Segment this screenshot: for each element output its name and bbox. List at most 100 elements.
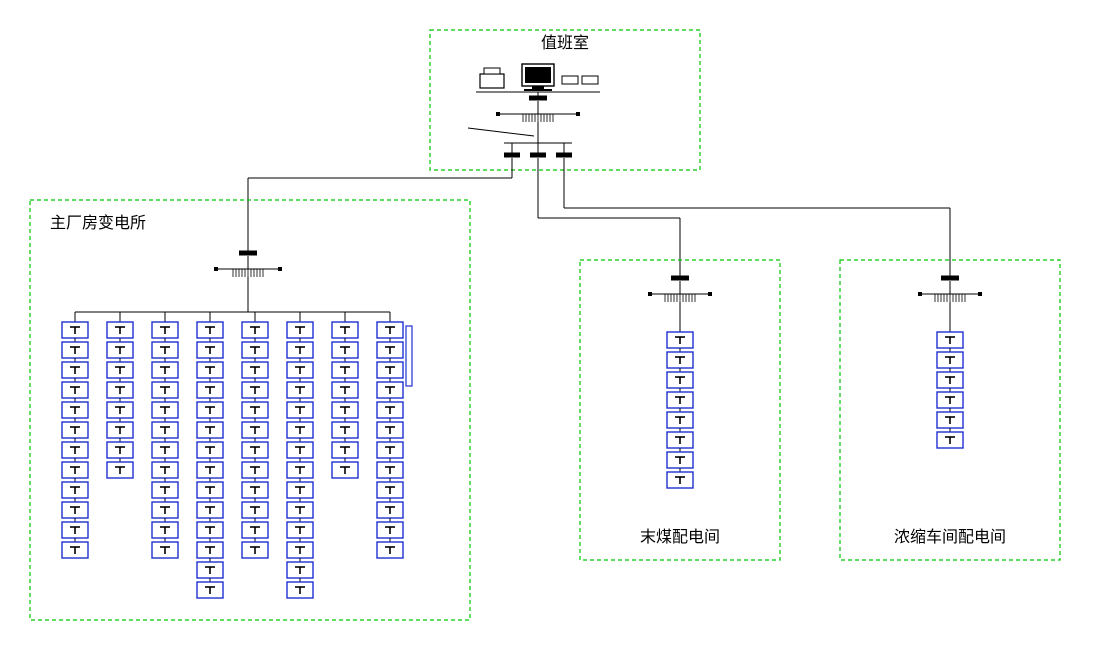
panel-unit xyxy=(667,332,693,348)
coal-room-label: 末煤配电间 xyxy=(640,528,720,546)
panel-unit xyxy=(62,422,88,438)
panel-unit xyxy=(287,382,313,398)
control-room-label: 值班室 xyxy=(541,34,589,52)
panel-unit xyxy=(62,382,88,398)
panel-unit xyxy=(197,322,223,338)
panel-unit xyxy=(62,482,88,498)
panel-unit xyxy=(287,562,313,578)
panel-unit xyxy=(377,362,403,378)
panel-unit xyxy=(377,322,403,338)
panel-unit xyxy=(197,542,223,558)
panel-unit xyxy=(197,342,223,358)
panel-unit xyxy=(197,482,223,498)
panel-unit xyxy=(62,462,88,478)
panel-unit xyxy=(332,442,358,458)
panel-unit xyxy=(287,342,313,358)
panel-unit xyxy=(62,542,88,558)
substation-col-1 xyxy=(107,316,133,478)
concentrator-room-col xyxy=(937,326,963,448)
panel-unit xyxy=(62,342,88,358)
panel-unit xyxy=(197,442,223,458)
panel-unit xyxy=(332,342,358,358)
substation-col-0 xyxy=(62,316,88,558)
panel-unit xyxy=(377,402,403,418)
substation-col-5 xyxy=(287,316,313,598)
panel-unit xyxy=(377,522,403,538)
panel-unit xyxy=(332,322,358,338)
panel-unit xyxy=(377,482,403,498)
panel-unit xyxy=(152,502,178,518)
panel-unit xyxy=(332,402,358,418)
substation-hub xyxy=(214,251,282,286)
panel-unit xyxy=(937,332,963,348)
panel-unit xyxy=(107,382,133,398)
panel-unit xyxy=(152,362,178,378)
panel-unit xyxy=(62,442,88,458)
substation-col-3 xyxy=(197,316,223,598)
panel-unit xyxy=(197,502,223,518)
panel-unit xyxy=(287,542,313,558)
panel-unit xyxy=(242,402,268,418)
panel-unit xyxy=(287,362,313,378)
panel-unit xyxy=(287,522,313,538)
panel-unit xyxy=(242,482,268,498)
panel-unit xyxy=(152,462,178,478)
panel-unit xyxy=(62,502,88,518)
panel-unit xyxy=(377,382,403,398)
panel-unit xyxy=(62,402,88,418)
panel-unit xyxy=(287,502,313,518)
panel-unit xyxy=(287,322,313,338)
panel-unit xyxy=(152,402,178,418)
panel-unit xyxy=(287,582,313,598)
panel-unit xyxy=(197,562,223,578)
concentrator-room-label: 浓缩车间配电间 xyxy=(894,528,1006,546)
panel-unit xyxy=(107,342,133,358)
workstation-icon xyxy=(476,64,600,96)
panel-unit xyxy=(242,342,268,358)
substation-col-7 xyxy=(377,316,403,558)
panel-unit xyxy=(152,482,178,498)
substation-label: 主厂房变电所 xyxy=(50,214,146,232)
panel-unit xyxy=(937,412,963,428)
panel-unit xyxy=(152,382,178,398)
panel-unit xyxy=(152,522,178,538)
coal-room-hub xyxy=(648,276,712,311)
panel-unit xyxy=(62,322,88,338)
panel-unit xyxy=(667,452,693,468)
panel-unit xyxy=(197,382,223,398)
panel-unit xyxy=(242,362,268,378)
panel-unit xyxy=(667,372,693,388)
panel-unit xyxy=(332,382,358,398)
substation-col-2 xyxy=(152,316,178,558)
panel-unit xyxy=(107,422,133,438)
panel-unit xyxy=(667,412,693,428)
panel-unit xyxy=(152,342,178,358)
panel-unit xyxy=(332,362,358,378)
panel-unit xyxy=(107,362,133,378)
panel-unit xyxy=(377,502,403,518)
panel-unit xyxy=(242,442,268,458)
panel-unit xyxy=(197,582,223,598)
panel-unit xyxy=(332,422,358,438)
panel-unit xyxy=(197,522,223,538)
panel-unit xyxy=(377,542,403,558)
panel-unit xyxy=(197,402,223,418)
panel-unit xyxy=(242,502,268,518)
substation-col-6 xyxy=(332,316,358,478)
panel-unit xyxy=(667,432,693,448)
panel-unit xyxy=(107,462,133,478)
panel-unit xyxy=(107,442,133,458)
panel-unit xyxy=(152,422,178,438)
panel-unit xyxy=(242,522,268,538)
panel-unit xyxy=(937,392,963,408)
panel-unit xyxy=(377,422,403,438)
panel-unit xyxy=(197,462,223,478)
panel-unit xyxy=(242,542,268,558)
panel-unit xyxy=(62,362,88,378)
panel-unit xyxy=(287,402,313,418)
panel-unit xyxy=(667,392,693,408)
panel-unit xyxy=(937,352,963,368)
panel-unit xyxy=(287,482,313,498)
panel-unit xyxy=(332,462,358,478)
panel-unit xyxy=(667,472,693,488)
